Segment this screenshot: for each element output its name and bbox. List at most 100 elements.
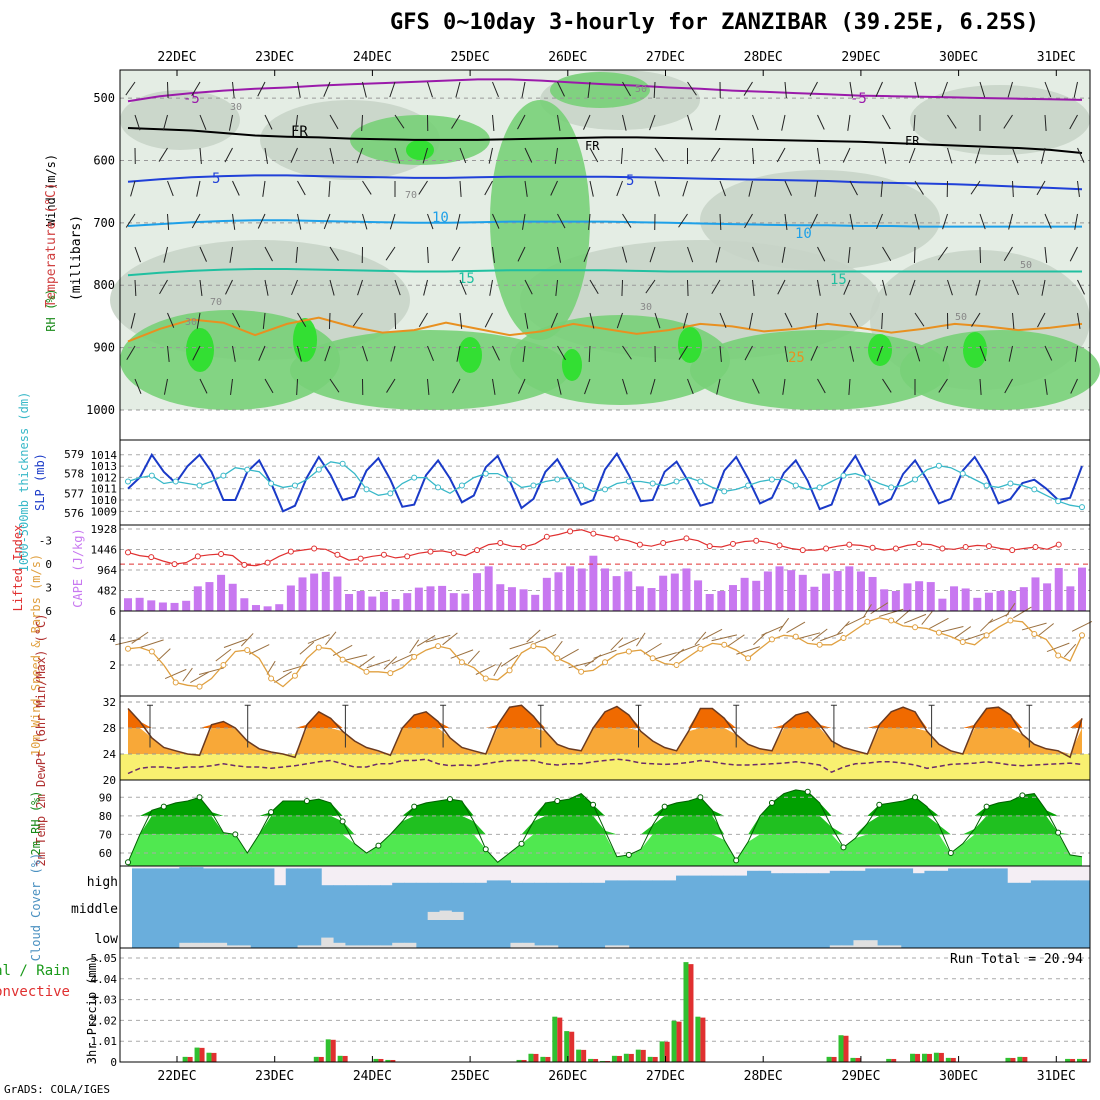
wind-barb [196, 312, 201, 329]
wind-barb [557, 345, 566, 361]
wind-barb [817, 378, 826, 394]
wind-barb [522, 345, 526, 362]
cloud-high-cell [948, 868, 961, 890]
precip-convective-bar [688, 964, 694, 1062]
cloud-high-cell [593, 882, 606, 890]
precip-convective-bar [831, 1056, 837, 1062]
wind-barb [323, 81, 331, 97]
wind-barb [1074, 345, 1078, 362]
cape-bar [554, 572, 563, 611]
rh-area-14 [900, 330, 1100, 410]
cloud-high-cell [888, 868, 902, 890]
wind-barb [719, 345, 722, 362]
wind-barb [163, 378, 168, 395]
wind-barb [199, 279, 203, 296]
isotherm-label: 5 [626, 173, 634, 189]
cape-bar [368, 596, 377, 611]
wind-barb [752, 114, 759, 131]
surface-wind-barb [325, 631, 337, 646]
wind-barb [974, 147, 981, 164]
li-marker [520, 543, 527, 550]
cloud-high-cell [557, 882, 571, 890]
precip-total-bar [588, 1058, 594, 1062]
wind-marker [125, 645, 131, 652]
wind-barb [979, 81, 986, 98]
wind-barb [815, 312, 818, 329]
cloud-low-cell [226, 945, 239, 948]
rh-area-0 [120, 90, 240, 150]
date-label-top: 31DEC [1037, 50, 1076, 65]
wind-barb [1041, 279, 1046, 296]
surface-wind-barb [190, 671, 209, 684]
wind-barb [817, 279, 821, 296]
wind-barb [1004, 378, 1013, 394]
thickness-marker [721, 488, 728, 495]
cape-bar [810, 586, 819, 611]
surface-wind-barb [895, 609, 911, 623]
cloud-high-cell [900, 868, 914, 890]
precip-convective-bar [950, 1057, 956, 1062]
surface-wind-barb [1021, 622, 1047, 631]
wind-marker [792, 633, 799, 640]
wind-barb [557, 378, 562, 395]
cloud-high-cell [321, 885, 334, 890]
wind-barb [159, 279, 168, 295]
wind-barb [328, 180, 331, 197]
wind-barb [199, 378, 208, 394]
rh-area-11 [290, 330, 570, 410]
cloud-high-cell [202, 868, 216, 890]
cloud-high-cell [415, 882, 429, 890]
cape-bar [321, 571, 330, 611]
wind-marker [315, 644, 322, 651]
wind-barb [394, 279, 401, 296]
panel-frame-wind [119, 610, 1091, 697]
rh-area-23 [406, 140, 434, 160]
cape-bar [449, 593, 458, 611]
wind-barb [232, 180, 240, 196]
cloud-low-cell [510, 942, 523, 948]
wind-tick-label: 2 [109, 659, 116, 672]
cloud-high-cell [829, 870, 843, 890]
rh-area-10 [120, 310, 340, 410]
wind-barb [881, 312, 883, 330]
cloud-high-cell [486, 880, 500, 890]
surface-wind-barb [509, 640, 534, 650]
thickness-marker [673, 478, 680, 485]
cape-bar [659, 575, 668, 611]
wind-barb [1007, 81, 1013, 98]
cape-bar [705, 593, 714, 611]
wind-barb [909, 279, 916, 296]
thickness-marker [602, 486, 608, 493]
cloud-low-cell [841, 945, 854, 948]
legend-temperature-label: Temperature (°C) [44, 182, 59, 307]
wind-barb [653, 81, 656, 99]
wind-barb [389, 213, 396, 230]
wind-barb [126, 345, 136, 360]
surface-wind-barb [652, 652, 677, 661]
cloud-high-cell [285, 868, 299, 890]
cape-bar [356, 591, 365, 611]
cloud-low-cell [522, 942, 535, 948]
cloud-high-cell [747, 870, 760, 890]
precip-total-bar [921, 1053, 927, 1062]
surface-wind-barb [450, 649, 474, 659]
rh-contour-label: 70 [210, 297, 222, 308]
rh-marker [232, 831, 239, 838]
li-marker [1009, 547, 1016, 554]
wind-barb [1044, 246, 1048, 263]
cloud-high-cell [959, 868, 973, 890]
date-label-bottom: 22DEC [157, 1069, 196, 1084]
li-marker [264, 559, 271, 566]
cape-bar [868, 576, 877, 611]
wind-barb [264, 279, 269, 296]
wind-barb [427, 345, 434, 362]
precip-total-bar [385, 1059, 391, 1062]
wind-barb [752, 246, 760, 262]
cloud-high-cell [545, 882, 559, 890]
thickness-tick-label: 579 [64, 448, 84, 461]
cloud-low-cell [616, 945, 630, 948]
wind-barb [324, 345, 331, 362]
li-marker [823, 545, 830, 552]
cape-tick-label: 482 [97, 585, 117, 598]
surface-wind-barb [879, 608, 904, 617]
